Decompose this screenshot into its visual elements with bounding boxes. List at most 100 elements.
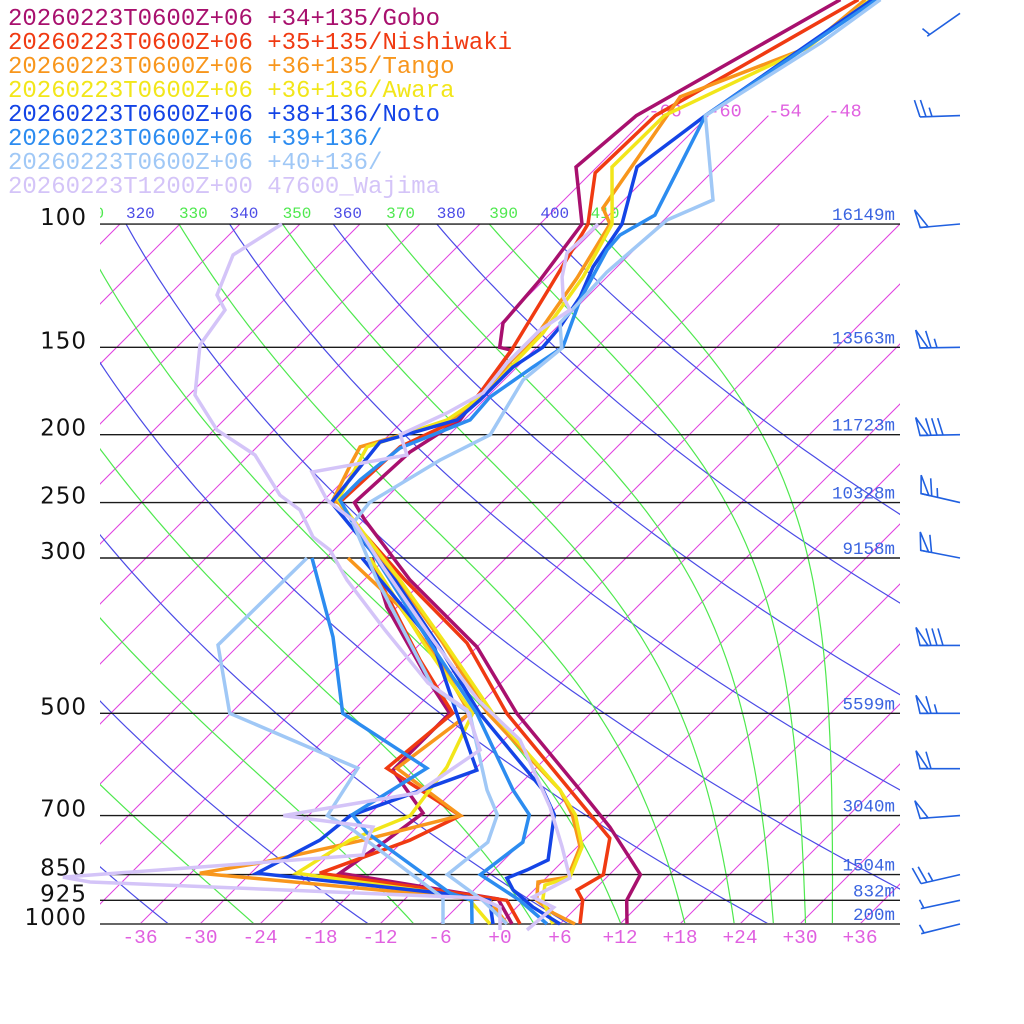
legend-entry: 20260223T1200Z+00 47600_Wajima xyxy=(8,174,440,201)
moist-adiabat-line xyxy=(100,268,622,924)
wind-barb-pennant xyxy=(913,209,930,229)
wind-barb xyxy=(914,417,961,437)
axis-labels: 100 16149m 150 13563m 200 11723m 250 10328m 300 9… xyxy=(24,205,895,949)
dewpoint-profile-8 xyxy=(62,222,502,931)
wind-barb-full xyxy=(924,330,932,349)
pressure-tick-label: 250 xyxy=(40,484,87,510)
temperature-tick-label: -18 xyxy=(302,927,337,949)
temperature-tick-label: -30 xyxy=(182,927,217,949)
theta-label: 320 xyxy=(126,205,155,223)
dewpoint-profile-7 xyxy=(216,556,445,924)
moist-adiabat-line xyxy=(178,224,686,924)
isotherm-line xyxy=(100,115,829,845)
temperature-tick-label: +0 xyxy=(488,927,511,949)
temperature-tick-label: +36 xyxy=(842,927,877,949)
legend: 20260223T0600Z+06 +34+135/Gobo20260223T0… xyxy=(8,6,512,201)
height-label: 16149m xyxy=(832,206,895,226)
dry-adiabat-line xyxy=(539,224,900,516)
pressure-tick-label: 925 xyxy=(40,881,87,907)
height-label: 3040m xyxy=(842,798,895,818)
isotherm-line xyxy=(559,583,900,924)
wind-barb xyxy=(915,694,960,715)
temperature-tick-label: -36 xyxy=(122,927,157,949)
temperature-profile-8 xyxy=(309,222,600,932)
temperature-tick-label: +24 xyxy=(722,927,757,949)
height-label: 10328m xyxy=(832,485,895,505)
wind-barb-half xyxy=(918,899,925,909)
wind-barb-full xyxy=(929,534,933,553)
wind-barb-half xyxy=(927,872,934,882)
height-label: 1504m xyxy=(842,857,895,877)
dry-adiabat-line xyxy=(229,224,900,791)
pressure-tick-label: 100 xyxy=(40,205,87,231)
dry-adiabat-line xyxy=(100,361,769,924)
wind-barb-pennant xyxy=(914,800,930,820)
wind-barb xyxy=(918,923,961,935)
wind-barb xyxy=(913,209,961,229)
wind-barb-full xyxy=(925,751,932,769)
dewpoint-profile-3 xyxy=(199,556,509,926)
theta-label: 360 xyxy=(333,205,362,223)
height-label: 9158m xyxy=(842,540,895,560)
temperature-tick-label: +12 xyxy=(602,927,637,949)
theta-label: 340 xyxy=(230,205,259,223)
wind-barb-half xyxy=(918,924,925,934)
legend-entry: 20260223T0600Z+06 +34+135/Gobo xyxy=(8,6,440,33)
pressure-tick-label: 150 xyxy=(40,328,87,354)
wind-barb-pennant xyxy=(914,417,930,437)
temperature-tick-label: +30 xyxy=(782,927,817,949)
legend-entry: 20260223T0600Z+06 +36+135/Tango xyxy=(8,54,454,81)
isotherm-line xyxy=(499,523,900,924)
wind-barb-full xyxy=(919,99,927,118)
dry-adiabat-line xyxy=(100,700,369,924)
isotherm-line xyxy=(100,223,421,545)
moist-adiabat-line xyxy=(385,224,774,924)
wind-barb-full xyxy=(917,866,928,883)
pressure-tick-label: 500 xyxy=(40,694,87,720)
wind-barb-full xyxy=(930,417,938,436)
height-label: 200m xyxy=(853,906,895,926)
isotherm-line xyxy=(439,463,900,924)
wind-barb-pennant xyxy=(919,531,930,553)
temperature-tick-label: +18 xyxy=(662,927,697,949)
theta-e-label: 390 xyxy=(489,205,518,223)
isotherm-line xyxy=(100,115,649,665)
theta-e-label: 350 xyxy=(283,205,312,223)
wind-barb xyxy=(914,329,961,349)
theta-label: 400 xyxy=(540,205,569,223)
isotherm-line xyxy=(139,223,841,924)
dry-adiabat-line xyxy=(100,533,569,924)
isotherm-label: -48 xyxy=(828,102,861,123)
wind-barb-shaft xyxy=(926,12,961,37)
wind-barb-pennant xyxy=(914,329,930,349)
wind-barb-pennant xyxy=(915,627,930,647)
temperature-tick-label: -12 xyxy=(362,927,397,949)
wind-barb-shaft xyxy=(920,899,961,910)
temperature-tick-label: -6 xyxy=(428,927,451,949)
temperature-profile-7 xyxy=(350,0,882,926)
wind-barb-full xyxy=(931,628,938,646)
wind-barb xyxy=(911,866,961,885)
moist-adiabat-line xyxy=(282,224,735,924)
pressure-tick-label: 700 xyxy=(40,797,87,823)
pressure-tick-label: 300 xyxy=(40,539,87,565)
theta-label: 380 xyxy=(437,205,466,223)
wind-barb-half xyxy=(928,107,933,117)
isotherm-line xyxy=(100,223,301,425)
wind-barb-full xyxy=(911,867,922,884)
isotherm-line xyxy=(679,703,900,924)
wind-barb xyxy=(915,627,960,647)
temperature-tick-label: -24 xyxy=(242,927,277,949)
isotherm-line xyxy=(379,403,900,924)
wind-barb-full xyxy=(925,696,932,714)
wind-barb-full xyxy=(913,99,921,118)
moist-adiabat-line xyxy=(590,224,834,924)
wind-barb xyxy=(921,12,961,37)
temperature-profile-1 xyxy=(352,0,842,925)
moist-adiabat-line xyxy=(100,783,255,924)
legend-entry: 20260223T0600Z+06 +35+135/Nishiwaki xyxy=(8,30,512,57)
isotherm-line xyxy=(619,643,900,924)
wind-barb-pennant xyxy=(920,474,931,497)
